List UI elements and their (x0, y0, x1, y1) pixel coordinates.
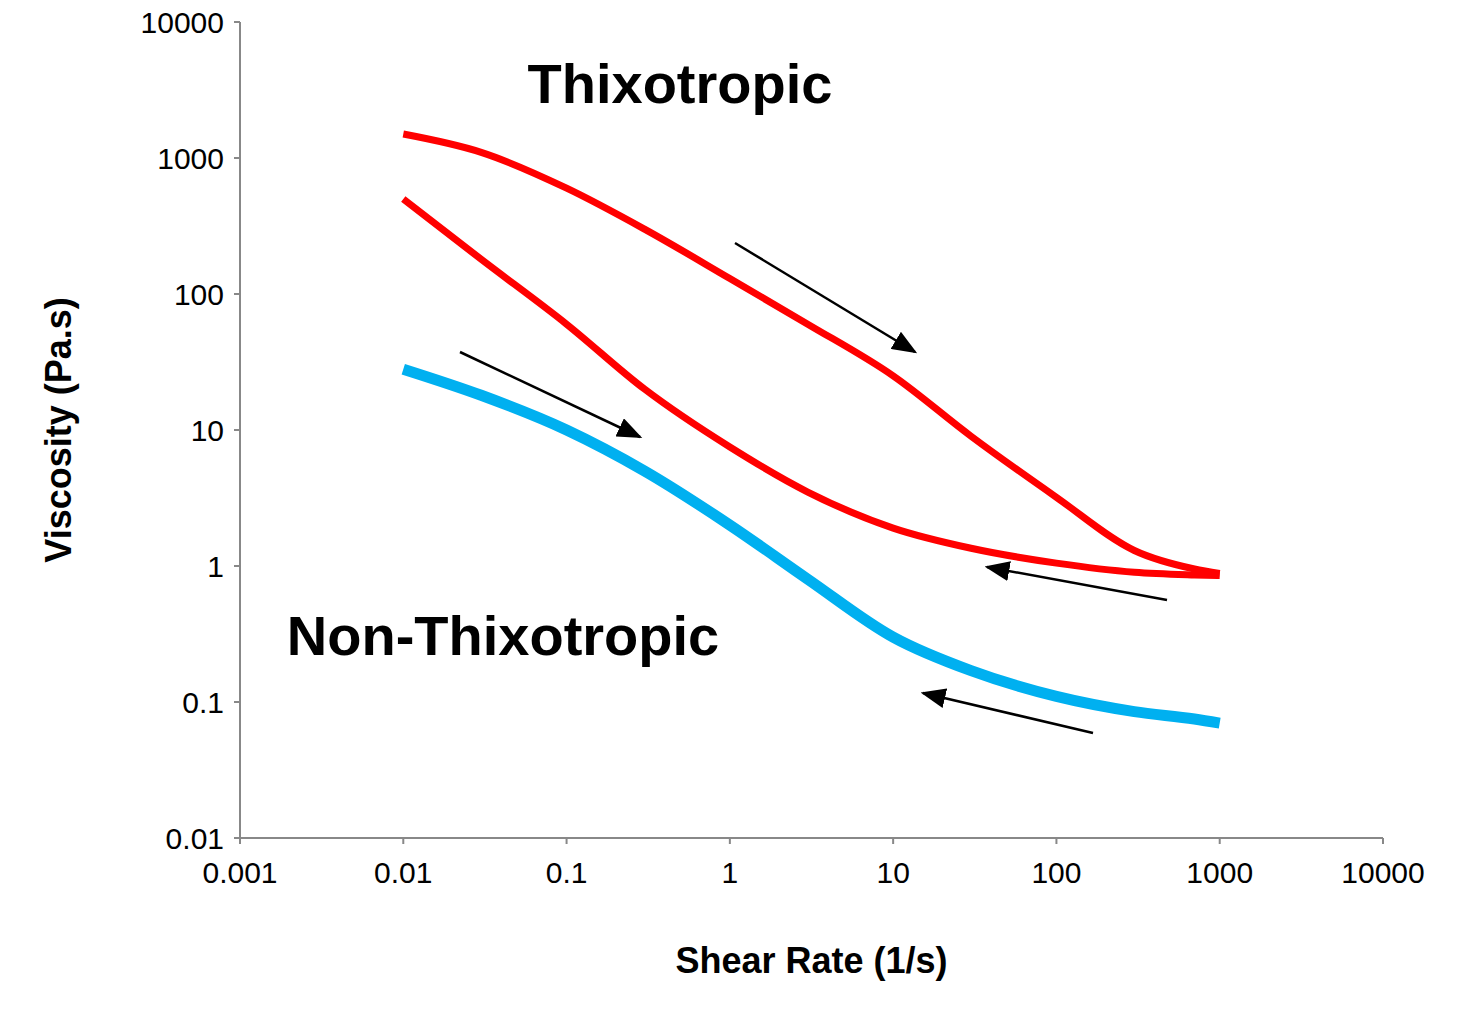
svg-text:1: 1 (207, 550, 224, 583)
svg-text:100: 100 (1031, 856, 1081, 889)
svg-text:1000: 1000 (1186, 856, 1253, 889)
svg-text:10: 10 (876, 856, 909, 889)
svg-text:1: 1 (722, 856, 739, 889)
svg-text:0.1: 0.1 (182, 686, 224, 719)
svg-text:1000: 1000 (157, 142, 224, 175)
svg-text:Shear Rate (1/s): Shear Rate (1/s) (675, 940, 947, 981)
svg-text:10000: 10000 (141, 8, 224, 39)
svg-text:0.1: 0.1 (546, 856, 588, 889)
svg-text:0.01: 0.01 (374, 856, 432, 889)
svg-text:0.001: 0.001 (202, 856, 277, 889)
svg-text:10000: 10000 (1341, 856, 1424, 889)
svg-text:0.01: 0.01 (166, 822, 224, 855)
svg-text:100: 100 (174, 278, 224, 311)
svg-text:Thixotropic: Thixotropic (528, 52, 833, 115)
svg-text:10: 10 (191, 414, 224, 447)
svg-text:Viscosity (Pa.s): Viscosity (Pa.s) (38, 297, 79, 562)
svg-text:Non-Thixotropic: Non-Thixotropic (287, 604, 719, 667)
